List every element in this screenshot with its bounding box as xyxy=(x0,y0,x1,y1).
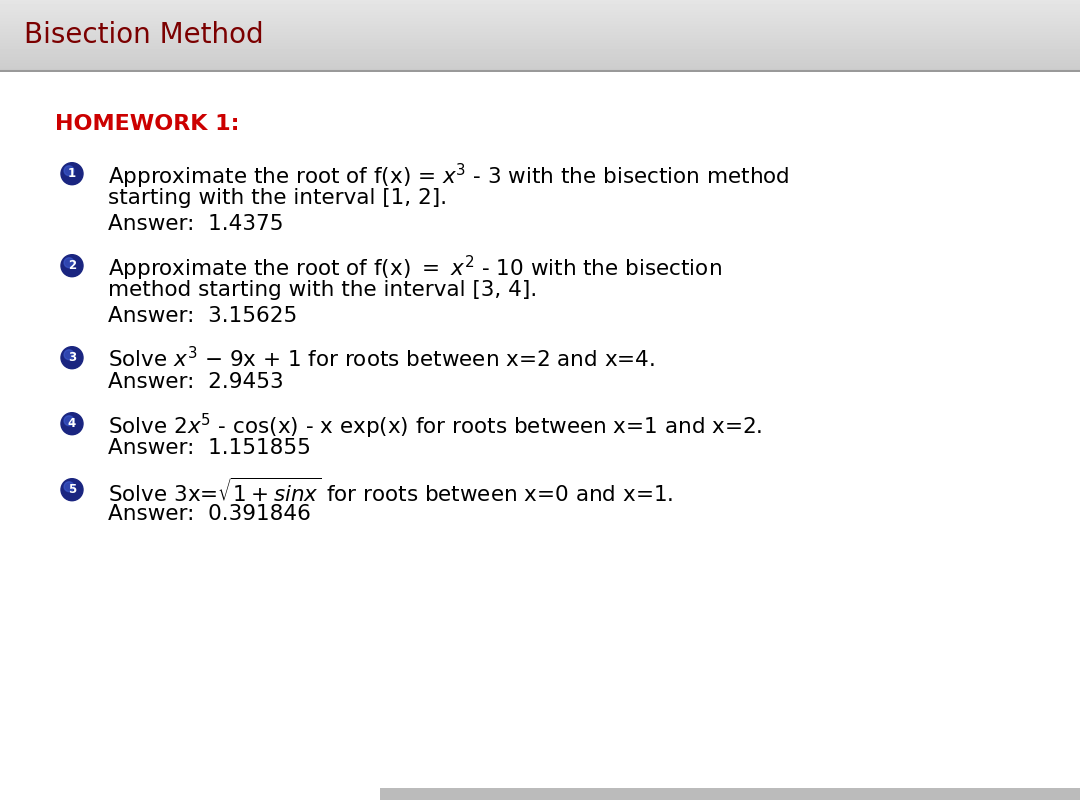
Text: Solve $2x^5$ - cos(x) - x exp(x) for roots between x=1 and x=2.: Solve $2x^5$ - cos(x) - x exp(x) for roo… xyxy=(108,412,762,442)
Text: 1: 1 xyxy=(68,167,76,180)
Circle shape xyxy=(64,350,73,360)
Text: Answer:  3.15625: Answer: 3.15625 xyxy=(108,306,297,326)
Text: Approximate the root of f(x) = $x^3$ - 3 with the bisection method: Approximate the root of f(x) = $x^3$ - 3… xyxy=(108,162,789,191)
Text: Answer:  1.151855: Answer: 1.151855 xyxy=(108,438,311,458)
Text: Answer:  1.4375: Answer: 1.4375 xyxy=(108,214,283,234)
Circle shape xyxy=(60,413,83,434)
Circle shape xyxy=(64,416,73,426)
Circle shape xyxy=(60,346,83,369)
Circle shape xyxy=(64,166,73,176)
Text: 5: 5 xyxy=(68,483,76,496)
Text: Answer:  2.9453: Answer: 2.9453 xyxy=(108,372,284,392)
Bar xyxy=(380,788,1080,800)
Text: HOMEWORK 1:: HOMEWORK 1: xyxy=(55,114,240,134)
Circle shape xyxy=(60,162,83,185)
Text: Bisection Method: Bisection Method xyxy=(24,21,264,49)
Circle shape xyxy=(60,254,83,277)
Circle shape xyxy=(64,258,73,268)
Text: Solve 3x=$\sqrt{1 + \mathit{sin}x}$ for roots between x=0 and x=1.: Solve 3x=$\sqrt{1 + \mathit{sin}x}$ for … xyxy=(108,478,673,506)
Text: 2: 2 xyxy=(68,259,76,272)
Text: starting with the interval [1, 2].: starting with the interval [1, 2]. xyxy=(108,188,447,208)
Circle shape xyxy=(60,478,83,501)
Text: Solve $x^3$ $-$ 9x + 1 for roots between x=2 and x=4.: Solve $x^3$ $-$ 9x + 1 for roots between… xyxy=(108,346,654,371)
Text: method starting with the interval [3, 4].: method starting with the interval [3, 4]… xyxy=(108,280,537,300)
Circle shape xyxy=(64,482,73,492)
Text: Answer:  0.391846: Answer: 0.391846 xyxy=(108,504,311,524)
Text: Approximate the root of f(x) $=$ $x^2$ - 10 with the bisection: Approximate the root of f(x) $=$ $x^2$ -… xyxy=(108,254,721,283)
Text: 3: 3 xyxy=(68,351,76,364)
Text: 4: 4 xyxy=(68,418,76,430)
